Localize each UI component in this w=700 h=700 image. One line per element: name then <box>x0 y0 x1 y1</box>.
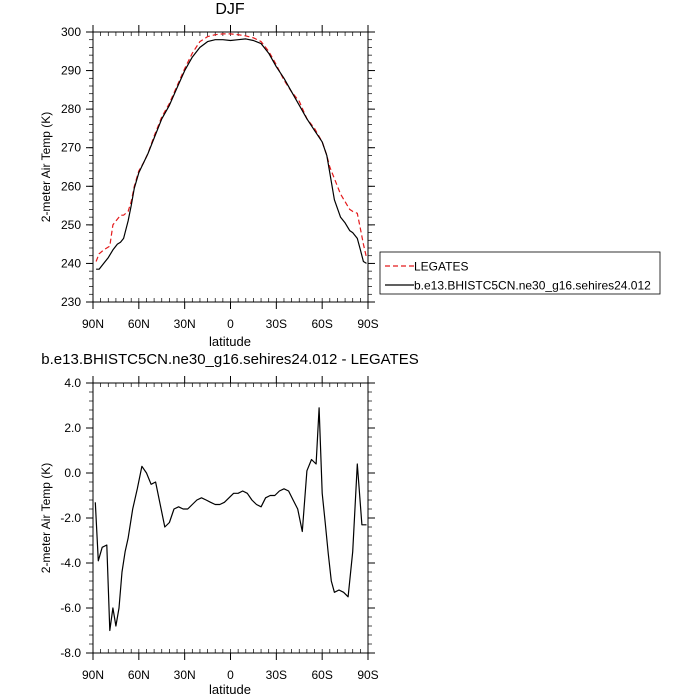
top-x-tick-label: 0 <box>227 317 234 331</box>
top-y-tick-label: 300 <box>61 25 81 39</box>
legend: LEGATES b.e13.BHISTC5CN.ne30_g16.sehires… <box>379 251 661 295</box>
bottom-x-tick-label: 60N <box>128 668 150 682</box>
legend-label-model: b.e13.BHISTC5CN.ne30_g16.sehires24.012 <box>414 279 651 293</box>
bottom-x-tick-label: 0 <box>227 668 234 682</box>
top-x-tick-label: 30N <box>174 317 196 331</box>
bottom-plot-area: 90N 60N 30N 0 30S 60S 90S -8.0 -6.0 -4.0 -2.0 0.0 2.… <box>60 376 379 682</box>
top-plot-frame <box>92 31 369 303</box>
top-y-tick-label: 230 <box>61 295 81 309</box>
bottom-x-tick-label: 60S <box>311 668 332 682</box>
bottom-series-line-0 <box>94 407 367 632</box>
top-x-tick-label: 60S <box>311 317 332 331</box>
top-y-tick-label: 250 <box>61 218 81 232</box>
bottom-x-axis-label: latitude <box>209 682 251 697</box>
bottom-y-tick-label: -4.0 <box>60 556 81 570</box>
top-y-tick-label: 260 <box>61 179 81 193</box>
top-x-tick-label: 90S <box>357 317 378 331</box>
top-x-tick-label: 30S <box>266 317 287 331</box>
bottom-chart-title: b.e13.BHISTC5CN.ne30_g16.sehires24.012 -… <box>41 351 418 368</box>
bottom-y-tick-label: 2.0 <box>64 421 81 435</box>
top-x-tick-label: 60N <box>128 317 150 331</box>
bottom-x-tick-label: 90N <box>82 668 104 682</box>
bottom-y-tick-label: 4.0 <box>64 376 81 390</box>
top-x-axis-label: latitude <box>209 334 251 349</box>
bottom-x-tick-label: 90S <box>357 668 378 682</box>
bottom-plot-frame <box>92 382 369 654</box>
bottom-y-tick-label: 0.0 <box>64 466 81 480</box>
top-y-tick-label: 290 <box>61 64 81 78</box>
legend-box <box>379 251 661 295</box>
top-panel: DJF 90N 60N 30N 0 30S 60S 90S 230 240 250 260 270 28… <box>39 1 379 349</box>
top-y-tick-label: 270 <box>61 141 81 155</box>
top-y-tick-label: 280 <box>61 102 81 116</box>
top-y-axis-label: 2-meter Air Temp (K) <box>39 112 53 222</box>
top-y-tick-label: 240 <box>61 256 81 270</box>
bottom-x-tick-label: 30N <box>174 668 196 682</box>
top-chart-title: DJF <box>215 1 245 18</box>
bottom-y-tick-label: -6.0 <box>60 601 81 615</box>
top-plot-area: 90N 60N 30N 0 30S 60S 90S 230 240 250 260 270 280 290… <box>61 25 379 331</box>
bottom-y-axis-label: 2-meter Air Temp (K) <box>39 463 53 573</box>
top-series-line-1 <box>96 38 367 270</box>
bottom-panel: b.e13.BHISTC5CN.ne30_g16.sehires24.012 -… <box>39 351 419 697</box>
top-x-tick-label: 90N <box>82 317 104 331</box>
top-series-line-0 <box>95 33 368 262</box>
bottom-y-tick-label: -8.0 <box>60 646 81 660</box>
bottom-y-tick-label: -2.0 <box>60 511 81 525</box>
bottom-x-tick-label: 30S <box>266 668 287 682</box>
legend-label-legates: LEGATES <box>414 260 468 274</box>
